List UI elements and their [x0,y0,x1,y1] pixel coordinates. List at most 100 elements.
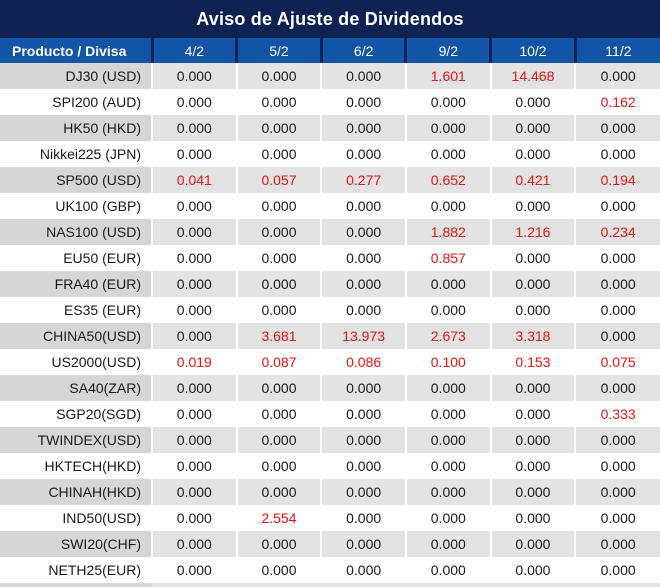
table-row: SGP20(SGD) 0.000 0.000 0.000 0.000 0.000 0.333 [0,401,660,427]
dividend-value-cell: 3.681 [235,323,322,349]
product-cell: SPI200 (AUD) [0,89,152,115]
dividend-value-cell: 0.277 [320,167,406,193]
dividend-value-cell: 0.000 [235,89,322,115]
dividend-value-cell: 1.216 [489,219,576,245]
product-cell: SA40(ZAR) [0,375,152,401]
product-cell: US2000(USD) [0,349,152,375]
dividend-value-cell: 0.000 [235,245,322,271]
date-column-header: 9/2 [404,38,491,63]
dividend-value-cell: 13.973 [320,323,406,349]
dividend-value-cell: 0.000 [574,323,660,349]
product-cell: CHINAH(HKD) [0,479,152,505]
dividend-value-cell: 0.000 [489,401,576,427]
table-row: EU50 (EUR) 0.000 0.000 0.000 0.857 0.000 0.000 [0,245,660,271]
dividend-value-cell: 0.000 [489,141,576,167]
dividend-value-cell: 0.000 [404,115,491,141]
dividend-value-cell: 0.000 [151,115,237,141]
dividend-value-cell: 0.000 [320,375,406,401]
dividend-value-cell: 0.000 [404,271,491,297]
product-cell: TWINDEX(USD) [0,427,152,453]
dividend-value-cell: 0.000 [489,297,576,323]
product-cell: UK100 (GBP) [0,193,152,219]
dividend-value-cell: 0.057 [235,167,322,193]
dividend-value-cell: 0.000 [320,531,406,557]
table-row: IND50(USD) 0.000 2.554 0.000 0.000 0.000 0.000 [0,505,660,531]
dividend-value-cell: 0.000 [489,193,576,219]
dividend-value-cell: 0.000 [320,271,406,297]
dividend-value-cell: 0.857 [404,245,491,271]
dividend-value-cell: 0.000 [235,271,322,297]
table-row: CHINAH(HKD) 0.000 0.000 0.000 0.000 0.000 0.00… [0,479,660,505]
dividend-value-cell: 0.000 [151,401,237,427]
product-cell: SGP20(SGD) [0,401,152,427]
table-row: UK100 (GBP) 0.000 0.000 0.000 0.000 0.000 0.00… [0,193,660,219]
date-column-header: 6/2 [319,38,406,63]
table-row: US2000(USD) 0.019 0.087 0.086 0.100 0.153 0.07… [0,349,660,375]
dividend-value-cell: 0.162 [574,89,660,115]
dividend-value-cell: 0.000 [404,557,491,583]
dividend-value-cell: 0.000 [404,531,491,557]
dividend-value-cell: 0.041 [151,167,237,193]
dividend-value-cell: 0.000 [151,479,237,505]
dividend-value-cell: 0.194 [574,167,660,193]
dividend-value-cell: 0.153 [489,349,576,375]
dividend-value-cell: 0.000 [320,427,406,453]
table-row: NETH25(EUR) 0.000 0.000 0.000 0.000 0.000 0.00… [0,557,660,583]
dividend-value-cell: 0.000 [404,505,491,531]
dividend-value-cell: 0.000 [489,479,576,505]
dividend-value-cell: 0.000 [320,401,406,427]
date-column-header: 4/2 [150,38,237,63]
dividend-value-cell: 0.000 [151,375,237,401]
table-row: SPI200 (AUD) 0.000 0.000 0.000 0.000 0.000 0.1… [0,89,660,115]
dividend-value-cell: 0.000 [235,141,322,167]
dividend-value-cell: 0.000 [489,505,576,531]
dividend-value-cell: 0.333 [574,401,660,427]
dividend-value-cell: 0.000 [574,297,660,323]
dividend-value-cell: 0.019 [151,349,237,375]
product-cell: CHINA50(USD) [0,323,152,349]
dividend-value-cell: 0.000 [151,505,237,531]
dividend-value-cell: 0.000 [320,141,406,167]
dividend-value-cell: 0.000 [404,89,491,115]
next-row-sliver-values [152,583,660,587]
dividend-value-cell: 0.100 [404,349,491,375]
dividend-value-cell: 0.000 [489,557,576,583]
dividend-value-cell: 0.000 [489,245,576,271]
dividend-value-cell: 0.000 [235,193,322,219]
product-cell: EU50 (EUR) [0,245,152,271]
dividend-value-cell: 0.000 [235,115,322,141]
dividend-value-cell: 0.000 [235,427,322,453]
dividend-value-cell: 0.000 [151,219,237,245]
header-row: Producto / Divisa 4/2 5/2 6/2 9/2 10/2 11/2 [0,38,660,63]
product-cell: HK50 (HKD) [0,115,152,141]
table-row: SWI20(CHF) 0.000 0.000 0.000 0.000 0.000 0.000 [0,531,660,557]
dividend-value-cell: 0.000 [151,323,237,349]
next-row-sliver-product [0,583,152,587]
product-cell: Nikkei225 (JPN) [0,141,152,167]
dividend-value-cell: 1.601 [404,63,491,89]
product-cell: NAS100 (USD) [0,219,152,245]
dividend-value-cell: 0.086 [320,349,406,375]
dividend-value-cell: 0.000 [235,297,322,323]
dividend-value-cell: 0.000 [235,63,322,89]
table-row: SA40(ZAR) 0.000 0.000 0.000 0.000 0.000 0.000 [0,375,660,401]
product-cell: NETH25(EUR) [0,557,152,583]
page-title: Aviso de Ajuste de Dividendos [0,0,660,38]
dividend-value-cell: 0.000 [404,401,491,427]
dividend-value-cell: 0.000 [489,271,576,297]
table-row: HK50 (HKD) 0.000 0.000 0.000 0.000 0.000 0.000 [0,115,660,141]
dividend-value-cell: 14.468 [489,63,576,89]
dividend-value-cell: 2.554 [235,505,322,531]
dividend-value-cell: 0.000 [489,375,576,401]
dividend-value-cell: 0.000 [489,453,576,479]
dividend-value-cell: 0.000 [235,479,322,505]
dividend-value-cell: 0.000 [489,89,576,115]
table-row: ES35 (EUR) 0.000 0.000 0.000 0.000 0.000 0.000 [0,297,660,323]
dividend-value-cell: 0.000 [235,453,322,479]
dividend-value-cell: 0.000 [489,531,576,557]
product-cell: HKTECH(HKD) [0,453,152,479]
dividend-value-cell: 0.000 [320,219,406,245]
dividend-value-cell: 0.000 [235,557,322,583]
table-row: NAS100 (USD) 0.000 0.000 0.000 1.882 1.216 0.2… [0,219,660,245]
